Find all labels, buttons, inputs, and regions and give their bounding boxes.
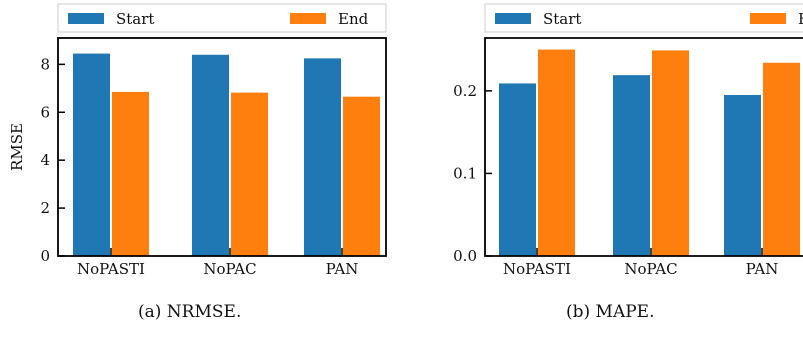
panel-1-ytick-label-3: 6 [40,103,50,121]
panel-2-bar-nopac-start [613,75,650,256]
panel-2-legend-swatch-start [495,13,531,24]
panel-2-bar-pan-end [763,62,800,256]
panel-2-xtick-label-nopac: NoPAC [624,260,677,278]
panel-1-bar-nopac-end [231,92,268,256]
panel-1-ytick-label-0: 0 [40,247,50,265]
panel-2-bar-nopasti-end [538,49,575,256]
panel-1-xtick-label-nopasti: NoPASTI [77,260,145,278]
panel-2-bar-pan-start [724,94,761,257]
panel-2-ytick-label-1: 0.1 [453,164,477,182]
panel-1-ylabel: RMSE [8,123,26,171]
panel-1-axes-frame [57,37,387,257]
panel-1-ytick-label-4: 8 [40,55,50,73]
panel-1-ytick-label-2: 4 [40,151,50,169]
panel-1-legend-swatch-start [68,13,104,24]
panel-1-bar-nopasti-start [73,53,110,257]
panel-1-legend-label-end: End [338,10,369,28]
caption-nrmse: (a) NRMSE. [138,302,242,322]
panel-1-bar-pan-end [343,96,380,256]
panel-2-bar-nopasti-start [499,83,536,257]
caption-mape: (b) MAPE. [566,302,655,322]
panel-2-bar-nopac-end [652,50,689,256]
panel-1-bar-pan-start [304,58,341,256]
panel-1-legend-label-start: Start [116,10,154,28]
panel-1-ytick-label-1: 2 [40,199,50,217]
panel-1-bar-nopac-start [192,54,229,257]
panel-1-legend-swatch-end [290,13,326,24]
panel-2-legend-swatch-end [750,13,786,24]
panel-1-legend-box [57,3,387,33]
panel-2-xtick-label-nopasti: NoPASTI [503,260,571,278]
panel-2-ytick-label-2: 0.2 [453,82,477,100]
panel-2-legend-label-start: Start [543,10,581,28]
panel-2-axes-frame [484,37,803,257]
panel-2-ytick-label-0: 0.0 [453,247,477,265]
panel-1-xtick-label-nopac: NoPAC [203,260,256,278]
panel-1-xtick-label-pan: PAN [326,260,359,278]
panel-2-xtick-label-pan: PAN [746,260,779,278]
panel-1-bar-nopasti-end [112,91,149,257]
panel-2-legend-label-end: End [798,10,803,28]
